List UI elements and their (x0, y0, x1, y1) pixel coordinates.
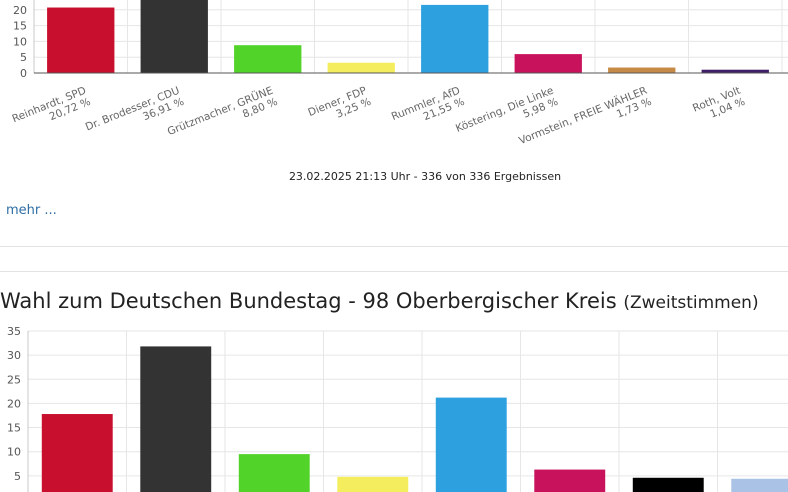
y-tick-label: 10 (7, 446, 21, 459)
chart-subtitle: (Zweitstimmen) (623, 293, 759, 313)
category-label: Roth, Volt1,04 % (691, 85, 747, 126)
y-tick-label: 0 (20, 67, 27, 80)
bar (327, 62, 395, 73)
chart-title: Wahl zum Deutschen Bundestag - 98 Oberbe… (0, 289, 617, 313)
bar (534, 469, 606, 492)
y-tick-label: 10 (13, 35, 27, 48)
bar (41, 414, 113, 492)
bar (47, 7, 115, 73)
bar (731, 478, 788, 492)
bar (238, 454, 310, 492)
more-link[interactable]: mehr ... (6, 203, 57, 218)
y-tick-label: 15 (13, 20, 27, 33)
bar (234, 45, 302, 73)
bar (632, 477, 704, 492)
y-tick-label: 35 (7, 325, 21, 338)
y-tick-label: 20 (13, 4, 27, 17)
y-tick-label: 25 (7, 373, 21, 386)
divider (0, 271, 788, 272)
y-tick-label: 15 (7, 422, 21, 435)
y-tick-label: 5 (20, 51, 27, 64)
divider (0, 246, 788, 247)
bar (140, 0, 208, 74)
category-label: Grützmacher, GRÜNE8,80 % (165, 84, 279, 149)
section-title: Wahl zum Deutschen Bundestag - 98 Oberbe… (0, 289, 759, 313)
bar (608, 67, 676, 73)
y-tick-label: 5 (14, 470, 21, 483)
bar (140, 346, 212, 492)
bar (701, 69, 769, 73)
chart-zweitstimmen: 5 10 15 20 25 30 35 (7, 325, 788, 492)
bar (514, 54, 582, 73)
bar (435, 397, 507, 492)
chart-footer: 23.02.2025 21:13 Uhr - 336 von 336 Ergeb… (288, 170, 562, 183)
bar (421, 4, 489, 73)
bar (337, 476, 409, 492)
category-label: Reinhardt, SPD20,72 % (10, 85, 92, 137)
category-label: Diener, FDP3,25 % (306, 85, 373, 130)
y-tick-label: 20 (7, 397, 21, 410)
y-tick-label: 30 (7, 349, 21, 362)
